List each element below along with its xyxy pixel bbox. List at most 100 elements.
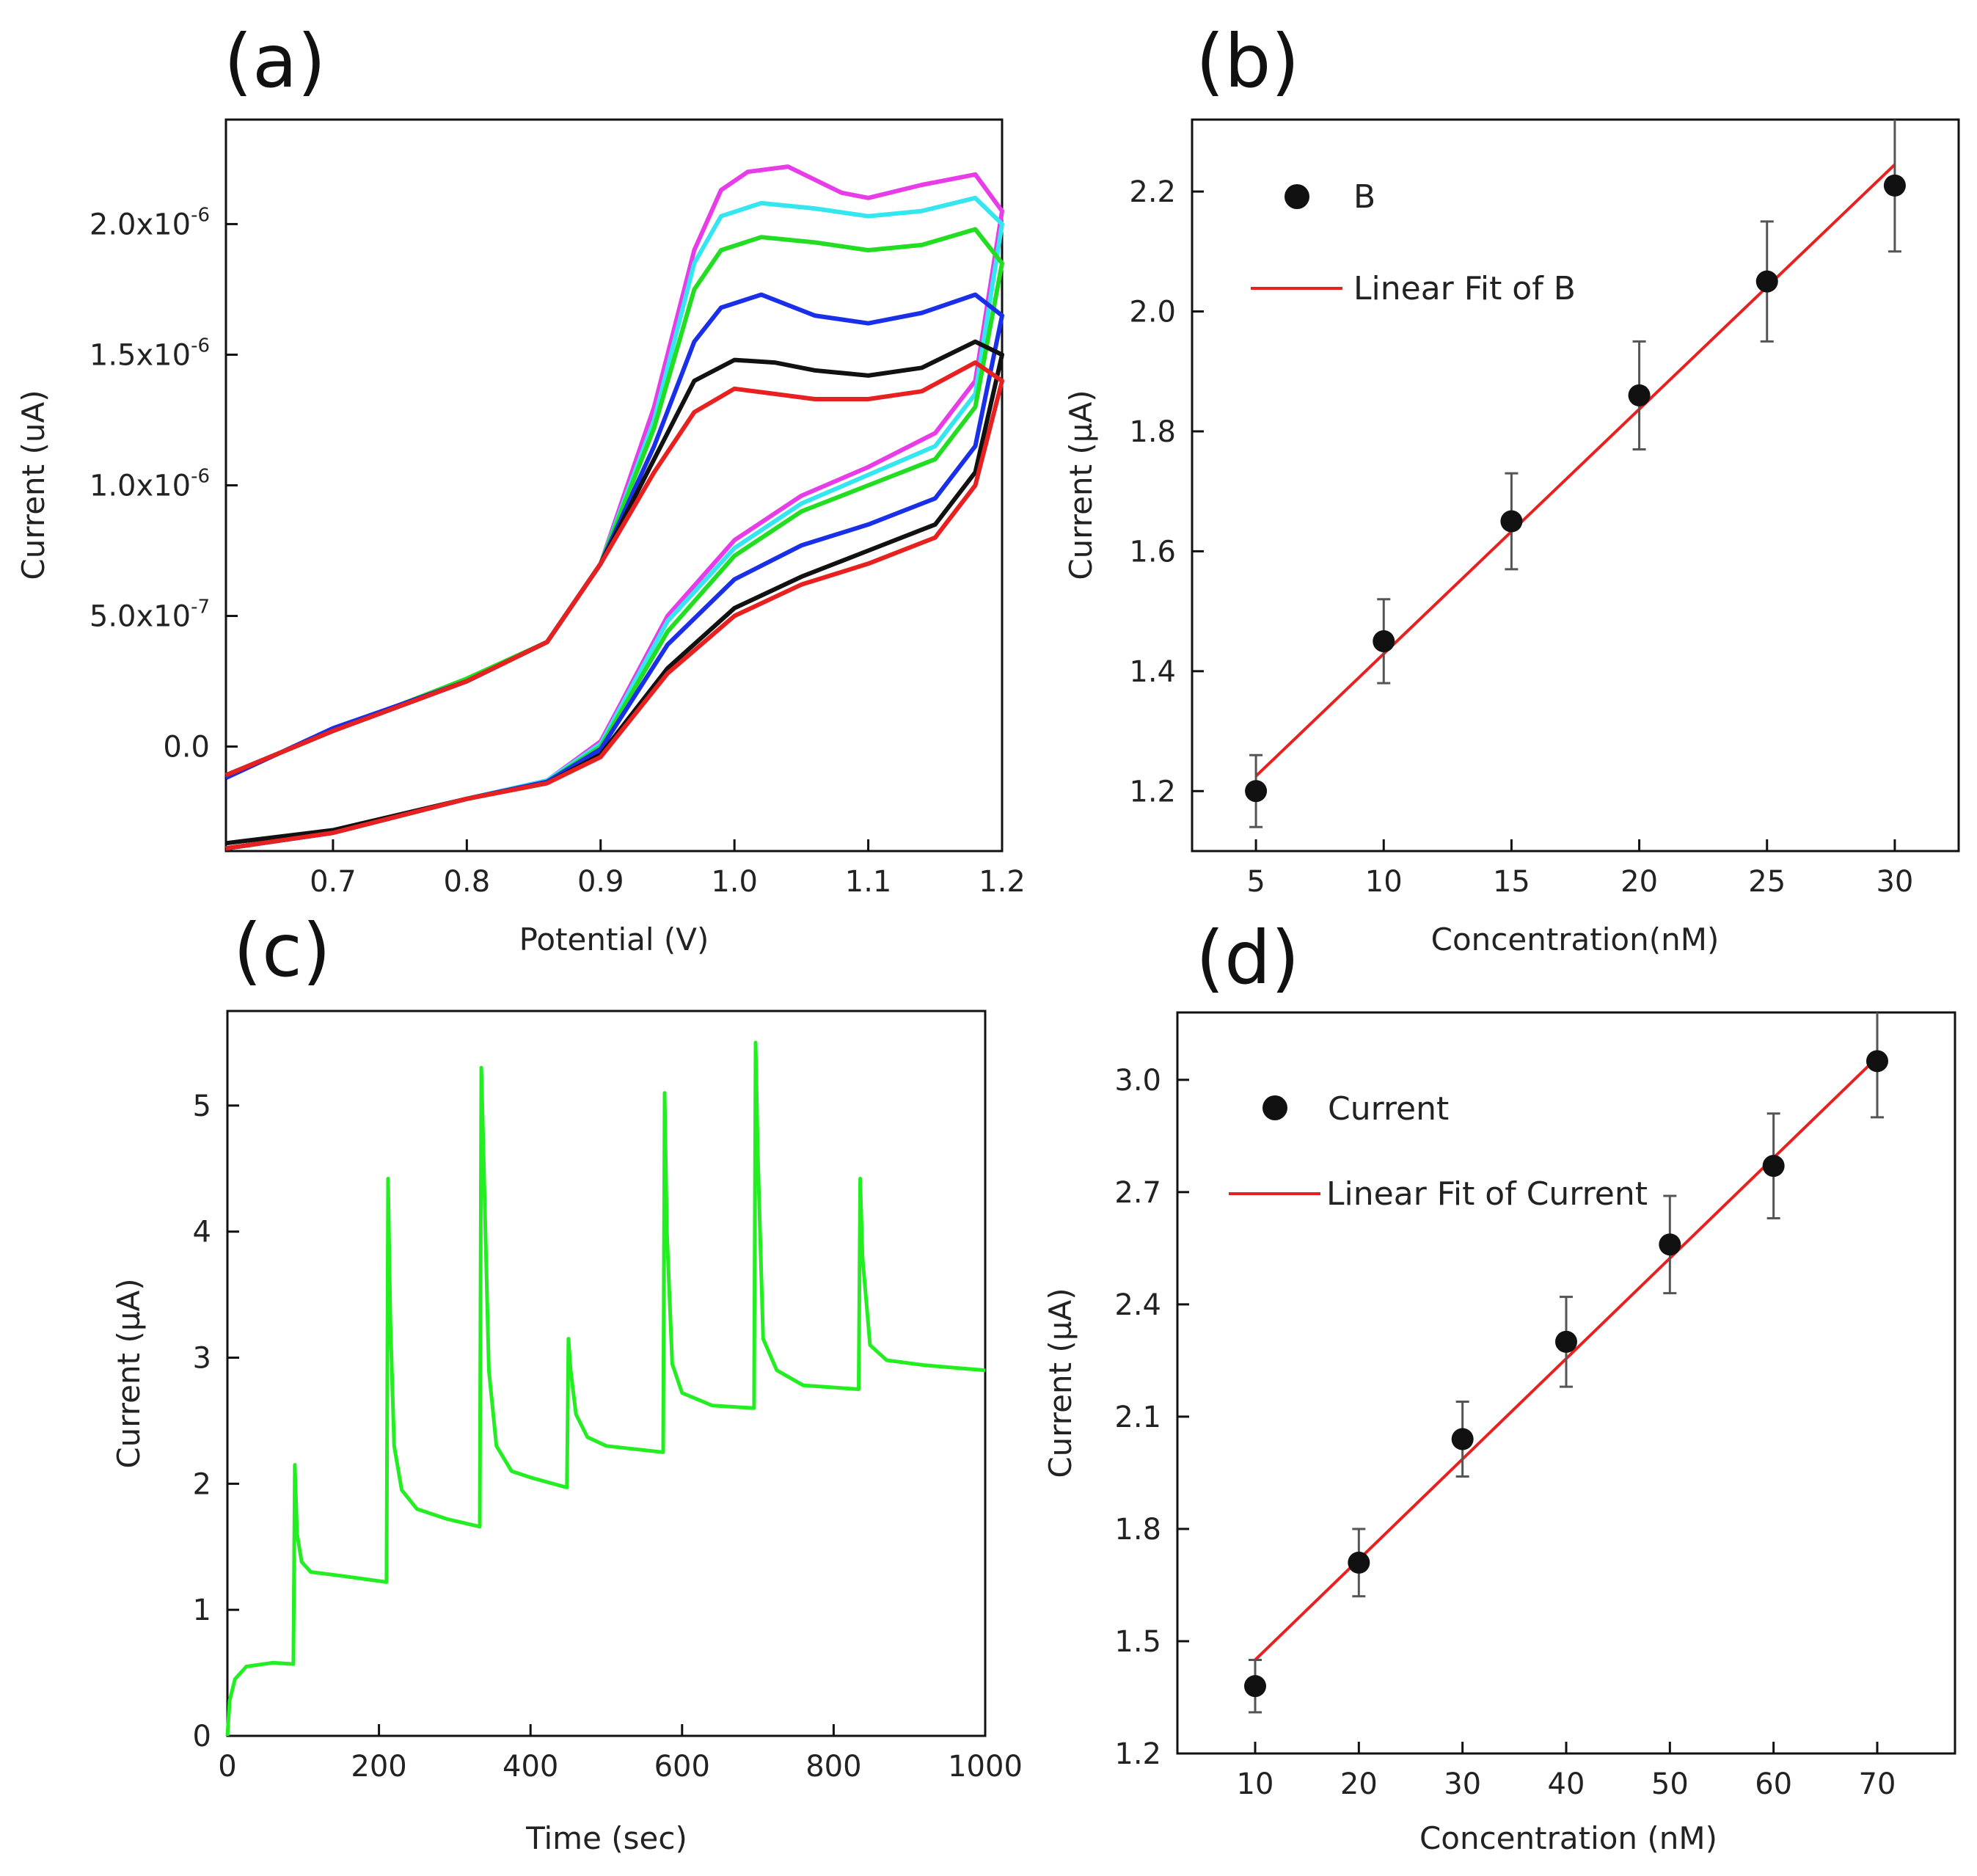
cv-curve-red [224,360,1004,851]
a-y-tick-exponent: -6 [191,204,210,226]
panel-b-frame [1191,118,1960,853]
panel-c-x-axis-label: Time (sec) [525,1820,687,1856]
panel-d-x-axis-label: Concentration (nM) [1419,1820,1717,1856]
b-x-tick-label: 30 [1876,865,1913,899]
panel-a-x-ticks: 0.7 0.8 0.9 1.0 1.1 1.2 [310,839,1026,899]
panel-d-y-ticks: 1.2 1.5 1.8 2.1 2.4 2.7 3.0 [1114,1064,1189,1771]
panel-c-y-ticks: 0 1 2 3 4 5 [193,1090,239,1753]
a-y-tick-label: 1.0x10-6 [89,466,210,503]
panel-d-x-ticks: 10 20 30 40 50 60 70 [1237,1742,1896,1801]
panel-a-series [224,164,1004,851]
b-x-tick-label: 20 [1620,865,1658,899]
cv-curve-cyan [224,195,1004,851]
d-data-point [1244,1675,1266,1698]
a-y-tick-exponent: -7 [191,596,210,618]
d-x-tick-label: 60 [1755,1767,1792,1801]
panel-a-y-ticks: 0.0 5.0x10-7 1.0x10-6 1.5x10-6 2.0x10-6 [89,204,238,764]
panel-a-x-axis-label: Potential (V) [519,921,709,957]
panel-b-y-axis-label: Current (µA) [1063,390,1099,580]
panel-d-legend-marker [1262,1095,1287,1120]
b-data-point [1500,510,1523,533]
c-x-tick-label: 200 [351,1750,406,1784]
d-y-tick-label: 2.7 [1114,1176,1161,1210]
a-x-tick-label: 1.2 [979,865,1026,899]
panel-d-legend-fit-label: Linear Fit of Current [1326,1175,1648,1213]
c-x-tick-label: 600 [654,1750,710,1784]
d-x-tick-label: 50 [1651,1767,1689,1801]
d-data-point [1866,1050,1888,1073]
b-y-tick-label: 1.8 [1129,415,1176,449]
d-x-tick-label: 70 [1859,1767,1896,1801]
panel-b-y-ticks: 1.2 1.4 1.6 1.8 2.0 2.2 [1129,175,1204,809]
d-y-tick-label: 1.2 [1114,1737,1161,1771]
a-x-tick-label: 0.7 [310,865,357,899]
a-x-tick-label: 1.0 [711,865,758,899]
b-data-point [1373,629,1395,652]
d-data-point [1348,1551,1370,1574]
c-y-tick-label: 4 [193,1216,211,1249]
panel-c-frame [226,1010,987,1737]
b-y-tick-label: 2.0 [1129,296,1176,329]
cv-curve-magenta [224,164,1004,851]
c-x-tick-label: 0 [218,1750,236,1784]
panel-b: (b) 5 10 15 20 25 30 1.2 1.4 1.6 1.8 2.0 2.2 B Lin… [1063,18,1960,957]
panel-c-y-axis-label: Current (µA) [111,1278,147,1468]
b-x-tick-label: 15 [1493,865,1530,899]
b-data-point [1883,174,1906,197]
a-x-tick-label: 0.8 [444,865,491,899]
d-y-tick-label: 2.1 [1114,1401,1161,1434]
panel-c-series [225,1040,986,1737]
d-data-point [1762,1155,1785,1178]
a-y-tick-label: 1.5x10-6 [89,335,210,372]
b-y-tick-label: 1.4 [1129,655,1176,689]
d-y-tick-label: 1.8 [1114,1513,1161,1547]
b-x-tick-label: 25 [1748,865,1786,899]
panel-d-legend: Current Linear Fit of Current [1229,1090,1648,1213]
panel-d: (d) 10 20 30 40 50 60 70 1.2 1.5 1.8 2.1 2.4 2.7 3.0… [1042,915,1956,1856]
panel-b-data [1245,120,1906,828]
d-y-tick-label: 2.4 [1114,1288,1161,1322]
c-y-tick-label: 0 [193,1720,211,1753]
c-y-tick-label: 3 [193,1342,211,1376]
panel-b-legend-fit-label: Linear Fit of B [1353,270,1576,307]
b-data-point [1245,780,1268,803]
panel-b-legend-marker [1284,184,1309,209]
c-x-tick-label: 800 [805,1750,861,1784]
cv-curve-blue [224,292,1004,851]
b-data-point [1755,270,1778,293]
d-data-point [1555,1330,1577,1353]
panel-c-label: (c) [233,908,331,993]
c-y-tick-label: 1 [193,1594,211,1627]
panel-b-legend: B Linear Fit of B [1251,178,1576,307]
d-data-point [1659,1233,1681,1256]
d-y-tick-label: 3.0 [1114,1064,1161,1098]
a-y-tick-exponent: -6 [191,335,210,357]
amperometric-trace [225,1040,986,1737]
panel-b-x-axis-label: Concentration(nM) [1431,921,1720,957]
b-y-tick-label: 2.2 [1129,175,1176,209]
c-y-tick-label: 5 [193,1090,211,1123]
panel-c-x-ticks: 0 200 400 600 800 1000 [218,1724,1023,1784]
d-x-tick-label: 40 [1548,1767,1585,1801]
panel-a-y-axis-label: Current (uA) [15,390,51,580]
panel-b-legend-points-label: B [1353,178,1375,216]
c-x-tick-label: 1000 [948,1750,1023,1784]
c-y-tick-label: 2 [193,1467,211,1501]
b-y-tick-label: 1.6 [1129,535,1176,569]
c-x-tick-label: 400 [503,1750,558,1784]
a-y-tick-label: 0.0 [163,731,210,764]
panel-a-label: (a) [224,18,326,104]
d-data-point [1451,1428,1474,1450]
a-y-tick-label: 5.0x10-7 [89,596,210,634]
panel-b-label: (b) [1196,18,1300,104]
panel-d-legend-points-label: Current [1328,1090,1449,1128]
panel-d-data [1244,1012,1888,1714]
panel-b-x-ticks: 5 10 15 20 25 30 [1246,839,1913,899]
b-y-tick-label: 1.2 [1129,775,1176,809]
d-x-tick-label: 10 [1237,1767,1274,1801]
a-x-tick-label: 0.9 [577,865,624,899]
panel-d-label: (d) [1196,915,1300,1001]
d-x-tick-label: 20 [1340,1767,1378,1801]
